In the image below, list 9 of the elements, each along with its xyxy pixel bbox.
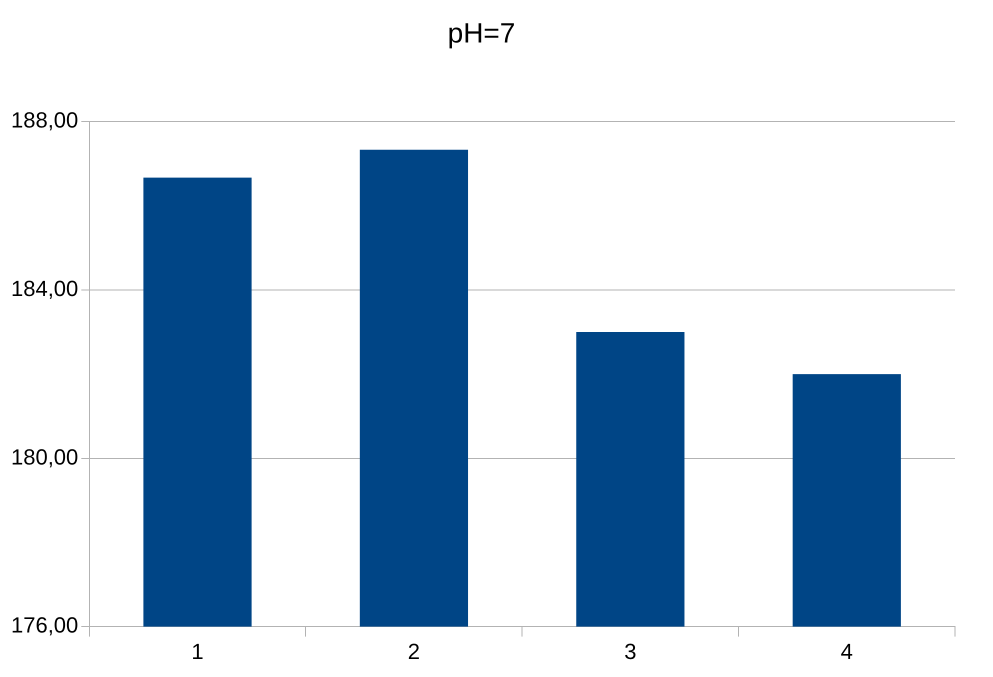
x-tick-label: 4 [840,638,853,664]
y-tick-label: 184,00 [10,276,78,301]
x-tick-label: 1 [191,638,204,664]
y-tick-label: 180,00 [10,444,78,470]
x-tick-label: 3 [624,638,636,664]
y-tick-label: 176,00 [10,612,78,638]
chart-title: pH=7 [448,18,516,49]
x-tick-label: 2 [408,638,420,664]
y-tick-label: 188,00 [10,108,78,133]
